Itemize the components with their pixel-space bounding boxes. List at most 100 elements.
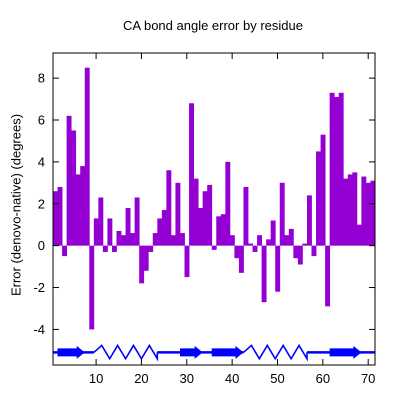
y-tick-label: -2 <box>33 280 45 295</box>
bar <box>53 191 58 246</box>
bar <box>179 233 185 246</box>
bar <box>202 191 208 246</box>
bar <box>275 245 281 292</box>
bar <box>347 174 353 246</box>
bar <box>66 115 72 246</box>
bar <box>338 92 344 246</box>
bar <box>71 130 77 246</box>
bar <box>352 172 358 246</box>
bar <box>184 245 190 278</box>
y-tick-label: -4 <box>33 322 45 337</box>
y-tick-label: 2 <box>38 196 45 211</box>
bar <box>116 230 122 246</box>
tick-layer: 10 20 30 40 50 60 70 -4 -2 0 2 4 6 8 <box>33 53 375 386</box>
bar <box>302 243 308 246</box>
bar <box>121 235 126 246</box>
bar <box>225 161 231 246</box>
bar <box>139 245 145 284</box>
bar <box>329 92 335 246</box>
beta-strand-arrow <box>57 345 85 359</box>
bar <box>189 103 194 246</box>
bar <box>80 166 86 246</box>
bar <box>84 67 90 246</box>
beta-strand-arrow <box>179 345 203 359</box>
bar <box>243 187 249 246</box>
bar <box>261 245 267 303</box>
bar <box>102 245 108 252</box>
bar <box>234 245 240 259</box>
chart-title: CA bond angle error by residue <box>123 18 303 33</box>
bar <box>98 197 104 246</box>
x-tick-label: 40 <box>225 371 239 386</box>
bar <box>107 218 113 246</box>
x-tick-label: 10 <box>89 371 103 386</box>
alpha-helix-zigzag <box>242 343 308 362</box>
bar <box>361 176 367 246</box>
bars-layer <box>53 67 376 330</box>
bar <box>193 178 199 246</box>
bar <box>320 134 326 246</box>
bar <box>130 233 136 246</box>
bar <box>252 245 258 252</box>
y-tick-label: 6 <box>38 113 45 128</box>
bar <box>198 207 204 246</box>
bar <box>125 207 131 246</box>
bar <box>238 245 244 273</box>
bar <box>279 182 285 246</box>
bar <box>316 151 321 246</box>
bar <box>207 184 213 246</box>
bar <box>270 220 276 246</box>
bar <box>175 182 181 246</box>
bar <box>220 214 226 246</box>
bar <box>248 243 253 246</box>
bar <box>57 187 63 246</box>
bar <box>288 228 294 246</box>
x-tick-label: 20 <box>134 371 148 386</box>
bar <box>157 218 163 246</box>
bar <box>311 245 317 257</box>
bar <box>306 195 312 246</box>
bar <box>148 245 154 252</box>
bar <box>325 245 331 307</box>
bar <box>284 235 290 246</box>
x-tick-label: 30 <box>180 371 194 386</box>
bar <box>370 180 376 246</box>
bar <box>334 96 340 246</box>
helix-gap <box>243 350 307 355</box>
bar <box>134 197 140 246</box>
bar <box>343 178 349 246</box>
secondary-structure-track <box>53 343 375 362</box>
bar <box>293 245 299 259</box>
x-tick-label: 50 <box>270 371 284 386</box>
bar <box>89 245 95 330</box>
bar <box>229 235 235 246</box>
bar <box>356 224 362 246</box>
x-tick-label: 70 <box>361 371 375 386</box>
y-tick-label: 0 <box>38 238 45 253</box>
x-tick-label: 60 <box>316 371 330 386</box>
bar <box>266 239 272 246</box>
bar <box>365 182 371 246</box>
bar <box>111 245 117 252</box>
beta-strand-arrow <box>329 345 362 359</box>
bar <box>62 245 68 257</box>
y-axis-label: Error (denovo-native) (degrees) <box>9 114 24 296</box>
helix-gap <box>93 350 158 355</box>
bar <box>216 216 222 246</box>
bar <box>143 245 149 271</box>
bar <box>166 170 172 246</box>
beta-strand-arrow <box>211 345 244 359</box>
bar <box>211 245 217 250</box>
bar <box>152 233 158 246</box>
bar <box>93 218 99 246</box>
bar <box>170 235 176 246</box>
plot-frame <box>52 52 376 366</box>
y-tick-label: 4 <box>38 154 45 169</box>
bar <box>297 245 303 265</box>
y-tick-label: 8 <box>38 71 45 86</box>
bar <box>75 174 81 246</box>
bar <box>257 235 263 246</box>
bar <box>161 210 167 246</box>
